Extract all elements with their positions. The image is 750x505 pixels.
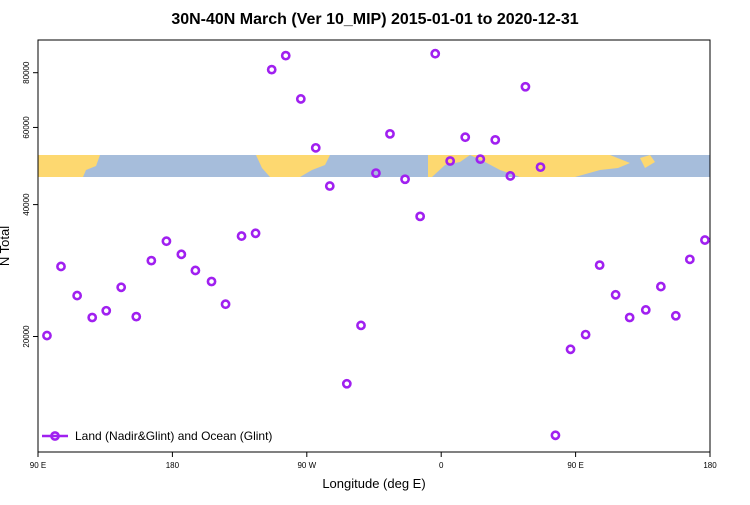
chart-title: 30N-40N March (Ver 10_MIP) 2015-01-01 to… xyxy=(171,11,578,28)
data-point xyxy=(266,64,277,75)
data-point xyxy=(565,344,576,355)
data-point xyxy=(295,94,306,104)
data-point xyxy=(220,299,231,310)
x-tick-label: 90 E xyxy=(567,461,583,470)
x-axis-label: Longitude (deg E) xyxy=(322,476,425,491)
data-point xyxy=(684,254,695,265)
data-point xyxy=(371,168,381,179)
data-point xyxy=(131,311,142,322)
data-point xyxy=(580,329,591,340)
y-tick-label: 60000 xyxy=(22,116,31,139)
plot-frame xyxy=(37,39,711,453)
x-tick-label: 180 xyxy=(166,461,180,470)
data-point xyxy=(490,134,501,145)
data-point xyxy=(655,281,666,292)
data-point xyxy=(415,211,426,222)
land xyxy=(640,155,655,168)
y-tick-label: 80000 xyxy=(22,61,31,84)
data-point xyxy=(146,255,157,266)
data-point xyxy=(624,312,635,323)
data-point xyxy=(460,132,471,143)
data-point xyxy=(206,276,217,287)
data-point xyxy=(341,378,352,389)
land xyxy=(256,155,330,177)
data-point xyxy=(356,320,366,331)
data-point xyxy=(190,265,201,276)
land xyxy=(83,155,100,177)
data-point xyxy=(594,260,605,271)
data-point xyxy=(161,236,172,247)
data-point xyxy=(176,249,187,260)
data-point xyxy=(400,174,410,185)
data-point xyxy=(640,305,651,315)
data-point xyxy=(236,231,247,241)
data-point xyxy=(700,235,710,245)
x-tick-label: 90 E xyxy=(30,461,46,470)
y-tick-label: 40000 xyxy=(22,193,31,216)
data-point xyxy=(610,289,621,300)
data-point xyxy=(56,261,66,272)
data-point xyxy=(87,312,98,323)
x-tick-label: 180 xyxy=(703,461,717,470)
legend-swatch-marker xyxy=(50,431,60,441)
data-point xyxy=(280,50,291,61)
data-point xyxy=(116,282,127,293)
x-tick-label: 0 xyxy=(439,461,444,470)
data-point xyxy=(550,430,561,441)
data-point xyxy=(72,290,83,301)
data-point xyxy=(101,305,112,316)
data-point xyxy=(42,330,52,341)
data-point xyxy=(520,81,531,92)
data-point xyxy=(385,128,395,139)
data-point xyxy=(430,48,441,59)
data-point xyxy=(670,310,681,321)
data-point xyxy=(535,162,546,173)
data-point xyxy=(250,228,261,239)
data-point xyxy=(310,142,321,153)
ocean xyxy=(660,155,710,177)
data-point xyxy=(505,171,516,181)
land xyxy=(38,155,83,177)
map-strip xyxy=(38,155,710,177)
land xyxy=(428,155,470,177)
y-tick-label: 20000 xyxy=(22,325,31,348)
data-point xyxy=(445,156,456,166)
y-axis-label: N Total xyxy=(0,226,12,266)
data-point xyxy=(324,181,335,191)
legend-label: Land (Nadir&Glint) and Ocean (Glint) xyxy=(75,429,272,443)
data-point xyxy=(475,154,486,165)
x-tick-label: 90 W xyxy=(297,461,316,470)
